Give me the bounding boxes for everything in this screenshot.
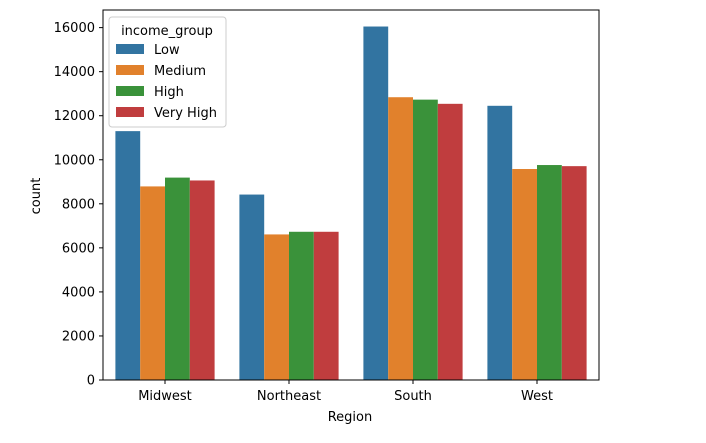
bar-high-midwest bbox=[165, 177, 190, 380]
legend-label-medium: Medium bbox=[154, 64, 206, 79]
legend: income_group Low Medium High Very High bbox=[108, 16, 227, 128]
bar-very-high-west bbox=[561, 166, 587, 380]
bar-low-midwest bbox=[115, 131, 141, 380]
legend-label-very-high: Very High bbox=[154, 106, 217, 121]
bar-high-northeast bbox=[289, 231, 314, 380]
bar-low-south bbox=[363, 26, 389, 381]
bar-very-high-south bbox=[437, 103, 463, 381]
y-tick-label: 16000 bbox=[54, 21, 95, 36]
y-tick-label: 14000 bbox=[54, 65, 95, 80]
bar-very-high-northeast bbox=[313, 231, 339, 380]
legend-swatch-low bbox=[116, 44, 144, 54]
bar-low-northeast bbox=[239, 194, 265, 380]
bar-medium-west bbox=[512, 169, 537, 380]
legend-swatch-very-high bbox=[116, 107, 144, 117]
y-axis-label: count bbox=[29, 178, 44, 215]
bar-low-west bbox=[487, 105, 513, 380]
bar-very-high-midwest bbox=[189, 180, 215, 380]
axes-layer: 0 2000 4000 6000 8000 10000 12000 14000 16000 Mid… bbox=[54, 9, 600, 404]
bar-medium-south bbox=[388, 97, 413, 380]
x-tick-label-south: South bbox=[394, 389, 432, 404]
plot-frame bbox=[102, 9, 600, 381]
bar-high-south bbox=[413, 99, 438, 380]
bar-high-west bbox=[537, 165, 562, 380]
x-tick-label-midwest: Midwest bbox=[138, 389, 192, 404]
y-tick-label: 8000 bbox=[62, 197, 95, 212]
legend-swatch-medium bbox=[116, 65, 144, 75]
legend-title: income_group bbox=[121, 24, 213, 39]
y-tick-label: 0 bbox=[87, 374, 95, 389]
y-tick-label: 2000 bbox=[62, 329, 95, 344]
bars-layer bbox=[115, 26, 587, 381]
y-tick-label: 10000 bbox=[54, 153, 95, 168]
x-axis-label: Region bbox=[328, 410, 373, 425]
x-tick-label-west: West bbox=[521, 389, 553, 404]
bar-medium-northeast bbox=[264, 234, 289, 380]
y-tick-label: 4000 bbox=[62, 285, 95, 300]
legend-label-low: Low bbox=[154, 43, 180, 58]
legend-label-high: High bbox=[154, 85, 184, 100]
y-tick-label: 6000 bbox=[62, 241, 95, 256]
legend-swatch-high bbox=[116, 86, 144, 96]
x-tick-label-northeast: Northeast bbox=[257, 389, 321, 404]
bar-medium-midwest bbox=[140, 186, 165, 380]
y-tick-label: 12000 bbox=[54, 109, 95, 124]
